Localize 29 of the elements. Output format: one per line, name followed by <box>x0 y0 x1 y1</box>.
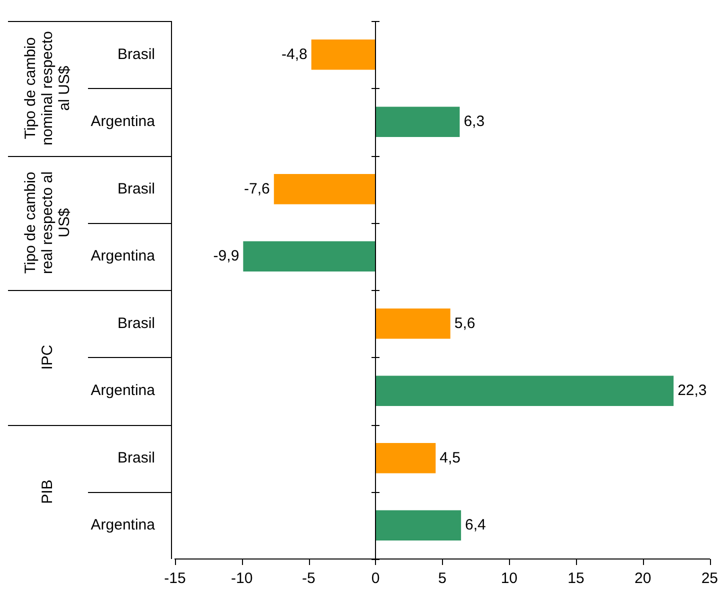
y-tick-label: Brasil <box>117 449 155 466</box>
x-tick-label: 0 <box>371 570 380 588</box>
y-tick-label: Argentina <box>90 382 156 400</box>
y-tick-label: Brasil <box>117 180 155 198</box>
y-tick-label: Argentina <box>90 516 156 534</box>
x-tick-label: 15 <box>568 570 584 588</box>
data-label: -4,8 <box>281 46 308 63</box>
data-label: 6,3 <box>464 113 485 130</box>
data-label: 22,3 <box>678 382 707 400</box>
data-label: 6,4 <box>465 516 486 534</box>
y-tick-label: Argentina <box>90 113 156 130</box>
x-tick-label: -5 <box>302 570 316 588</box>
data-label: 5,6 <box>454 314 476 332</box>
x-tick-label: 25 <box>701 570 718 588</box>
data-label: -7,6 <box>244 180 270 198</box>
data-label: 4,5 <box>440 449 461 466</box>
x-tick-label: -10 <box>230 570 253 588</box>
text: Tipo de cambio nominal respecto al US$ <box>22 31 74 146</box>
x-tick-label: -15 <box>164 570 186 588</box>
x-tick-label: 10 <box>500 570 518 588</box>
x-tick-label: 20 <box>634 570 652 588</box>
text: Tipo de cambio real respecto al US$ <box>22 171 74 274</box>
y-tick-label: Brasil <box>117 314 155 332</box>
y-tick-label: Brasil <box>117 46 155 63</box>
data-label: -9,9 <box>213 248 240 265</box>
text: PIB <box>39 480 56 504</box>
text: IPC <box>39 344 56 370</box>
x-tick-label: 5 <box>438 570 446 588</box>
y-tick-label: Argentina <box>90 248 156 265</box>
